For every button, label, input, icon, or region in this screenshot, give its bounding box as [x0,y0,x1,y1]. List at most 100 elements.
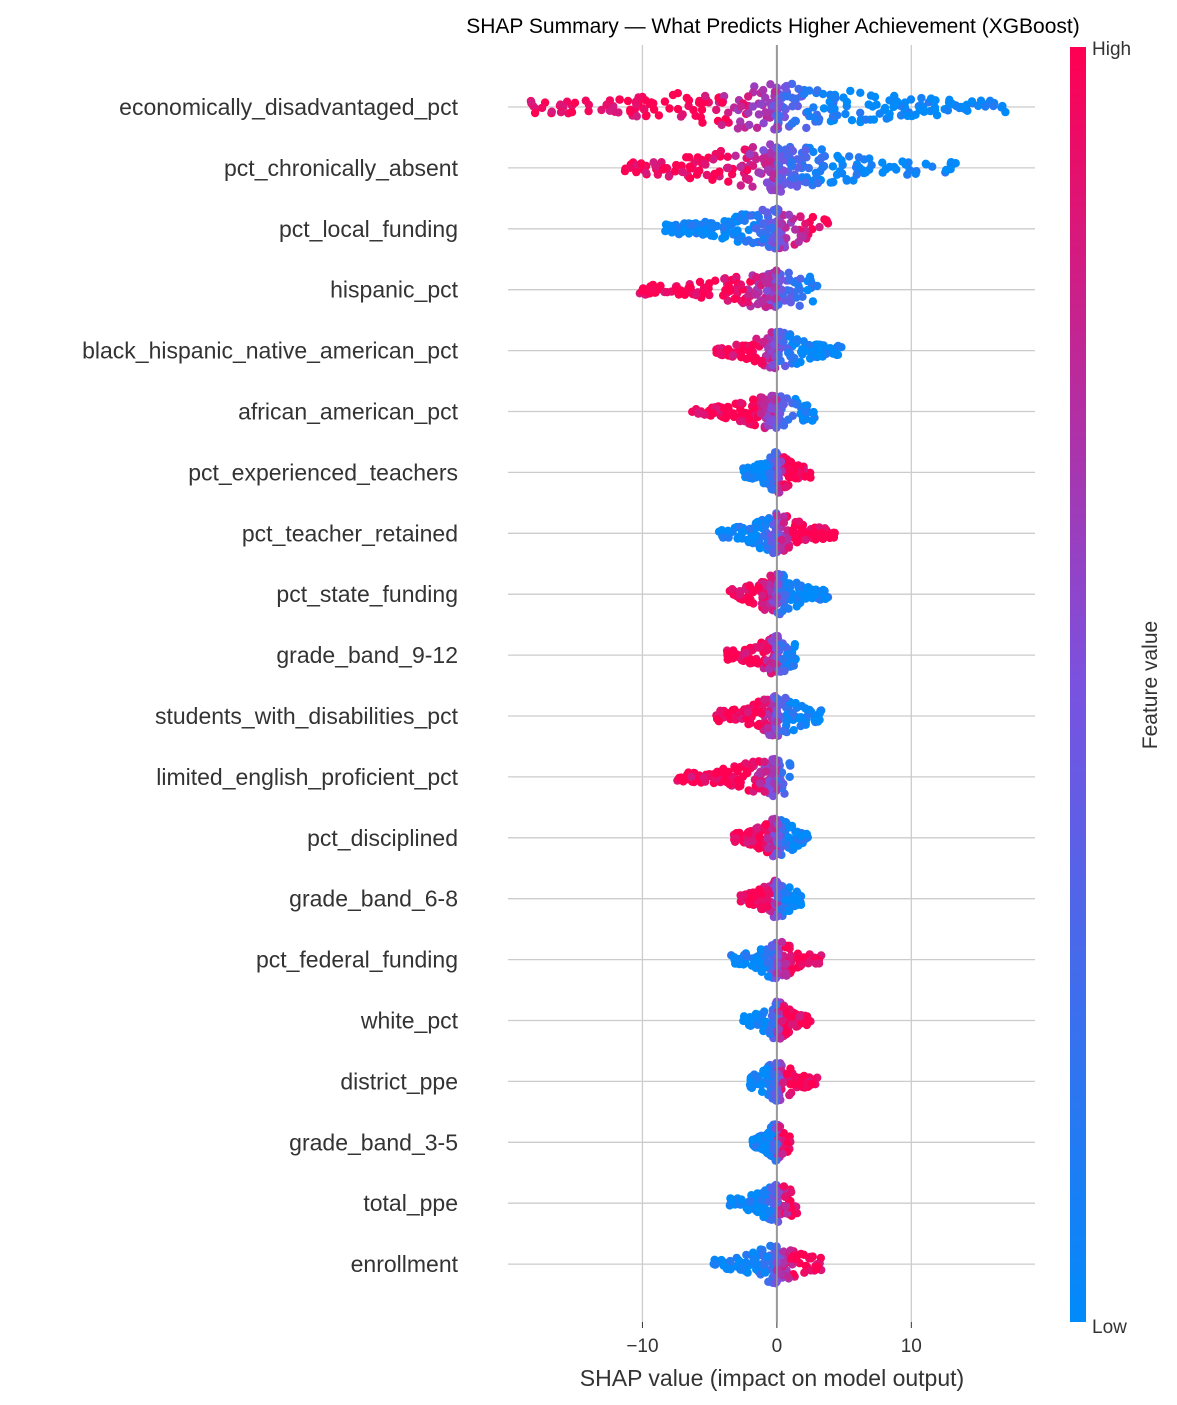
shap-point [761,1268,770,1277]
shap-point [761,93,770,102]
shap-point [742,1250,751,1260]
shap-point [774,893,783,902]
shap-point [741,1016,751,1025]
shap-point [748,340,758,349]
shap-point [784,543,793,552]
shap-point [760,605,769,614]
shap-point [723,219,732,228]
shap-point [647,98,656,107]
shap-point [942,165,951,175]
shap-point [702,229,711,238]
shap-point [527,97,536,107]
shap-point [920,107,929,116]
shap-point [728,585,737,594]
shap-point [743,463,753,472]
shap-point [795,517,804,526]
shap-point [802,123,811,133]
shap-point [784,268,793,277]
shap-point [768,942,777,951]
shap-point [781,693,790,703]
shap-point [837,156,846,165]
shap-point [737,353,746,362]
shap-point [724,767,733,777]
shap-point [682,153,691,162]
shap-point [731,151,740,160]
shap-point [791,225,800,234]
shap-point [804,163,813,173]
shap-point [817,145,826,154]
shap-point [757,1087,767,1097]
shap-point [758,591,767,600]
chart-title: SHAP Summary — What Predicts Higher Achi… [466,15,1080,38]
shap-point [757,466,766,475]
shap-point [701,91,710,101]
shap-point [724,163,733,172]
shap-point [752,1202,761,1211]
shap-point [774,570,784,579]
shap-point [801,346,811,355]
shap-point [801,219,810,228]
shap-point [762,767,771,776]
shap-point [755,885,764,894]
shap-point [721,414,730,423]
colorbar-title: Feature value [1139,621,1162,749]
shap-point [786,1080,795,1089]
shap-point [825,533,835,543]
shap-point [768,170,778,179]
shap-point [764,844,773,853]
shap-point [680,219,689,228]
shap-point [885,162,894,172]
shap-point [791,1072,800,1082]
feature-label: african_american_pct [238,399,459,425]
shap-point [717,120,726,130]
shap-point [796,212,805,221]
shap-point [753,955,762,964]
shap-point [581,96,590,105]
shap-point [736,398,745,408]
shap-point [672,160,681,170]
shap-point [765,469,774,478]
shap-point [745,524,755,534]
shap-point [770,754,779,764]
shap-point [778,1078,788,1087]
data-points [526,45,1010,1322]
feature-label: students_with_disabilities_pct [155,703,459,729]
shap-point [736,117,745,126]
shap-point [748,182,757,191]
shap-point [762,646,771,655]
shap-point [769,484,778,494]
shap-point [761,820,771,829]
shap-point [726,1256,735,1266]
shap-point [856,88,865,98]
shap-point [785,823,794,832]
shap-point [763,902,772,911]
shap-point [781,361,790,371]
shap-point [783,92,792,101]
shap-point [673,89,682,98]
shap-point [736,181,745,190]
shap-point [653,285,663,294]
shap-point [782,1027,791,1037]
shap-point [806,1254,816,1263]
shap-point [766,571,775,580]
shap-point [710,169,719,179]
shap-point [742,952,751,961]
shap-point [723,152,732,161]
colorbar-high-label: High [1092,39,1131,60]
shap-point [802,829,811,839]
shap-point [756,1080,766,1090]
shap-point [790,642,799,652]
shap-point [739,891,748,900]
shap-point [808,416,817,425]
shap-point [852,170,861,179]
feature-label: limited_english_proficient_pct [156,764,458,790]
shap-point [745,150,754,159]
shap-point [653,170,662,179]
shap-point [930,103,940,112]
shap-point [759,146,768,155]
shap-point [754,1134,763,1144]
shap-point [842,176,851,185]
shap-point [769,765,778,774]
shap-point [764,972,773,981]
shap-point [783,1272,793,1282]
